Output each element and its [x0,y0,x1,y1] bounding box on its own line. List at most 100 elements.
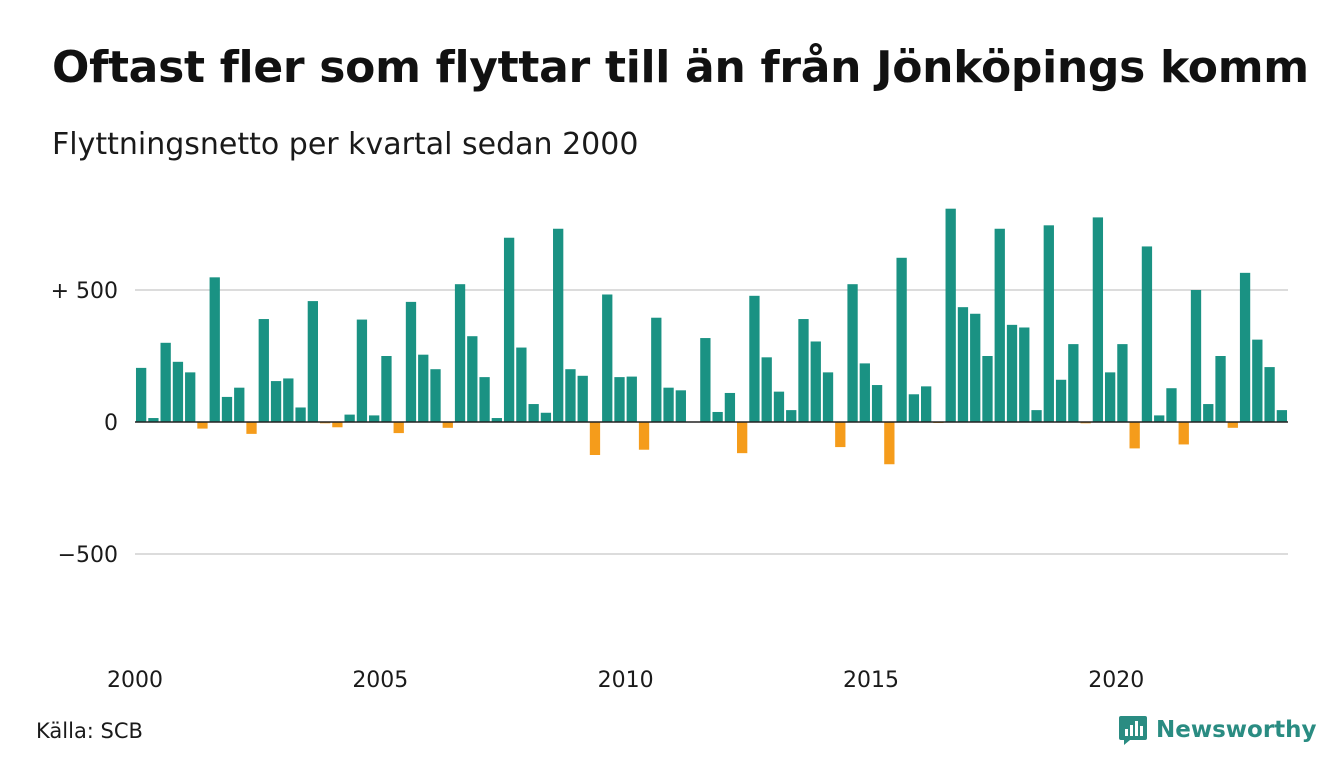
source-note: Källa: SCB [36,719,143,743]
bar [1264,367,1275,422]
bar [651,317,662,422]
bar [479,377,490,422]
bar [871,385,883,422]
bar [467,336,478,422]
bar [908,394,920,422]
bar [994,228,1005,422]
bar [663,387,674,422]
bar [442,422,453,428]
bar [626,376,637,422]
bar [135,367,147,422]
bar [283,378,294,422]
bar [761,357,772,422]
bar [737,422,748,454]
bar [835,422,846,448]
bar [491,418,502,422]
bar [1019,327,1030,422]
chart-title: Oftast fler som flyttar till än från Jön… [52,42,1308,93]
bar [847,284,858,422]
bar [1068,344,1079,422]
brand-logo: Newsworthy [1118,713,1317,747]
bar [1239,272,1251,422]
bar [859,363,870,422]
bar [773,391,785,422]
bar [749,295,760,422]
bar [1006,324,1018,422]
bar [945,208,956,422]
bar [675,390,686,422]
bar [148,418,159,422]
bar [369,415,380,422]
bar [172,361,184,422]
bar [1092,217,1104,422]
bar [798,319,809,422]
bar [430,369,441,422]
bar [724,392,736,422]
bar [565,369,576,422]
bar [712,411,723,422]
bar [957,307,969,422]
x-tick-label: 2005 [352,668,408,693]
bar [553,228,564,422]
bar [528,404,539,422]
bar [1055,379,1067,422]
brand-name: Newsworthy [1156,717,1317,743]
bar [638,422,650,450]
bar [1276,410,1288,422]
bar [307,301,318,422]
bar [1031,410,1042,422]
x-tick-label: 2020 [1088,668,1144,693]
bar [1227,422,1238,428]
bar [209,277,220,422]
bar [884,422,895,465]
x-tick-label: 2000 [107,668,163,693]
bar [810,341,821,422]
bar [577,375,588,422]
bar [822,372,834,422]
bar [1252,339,1263,422]
bar [540,412,552,422]
bar [381,356,392,422]
bar [270,381,282,422]
bar [1154,415,1165,422]
bar [970,313,981,422]
bar [246,422,257,434]
bar [921,386,932,422]
bar [405,301,417,422]
x-tick-label: 2010 [598,668,654,693]
bar [1203,404,1214,422]
bar [896,257,907,422]
y-tick-label: −500 [58,543,118,568]
bar [185,372,196,422]
bar [418,354,429,422]
bar [1129,422,1140,449]
bar [160,342,171,422]
bar [344,414,355,422]
bar [700,338,711,422]
bar [234,387,245,422]
y-tick-label: + 500 [51,279,118,304]
bar [393,422,404,434]
bar [332,422,343,428]
bar [602,294,613,422]
bar [982,356,993,422]
bar [589,422,601,455]
bar [356,319,368,422]
x-tick-label: 2015 [843,668,899,693]
bar [786,410,797,422]
chart-subtitle: Flyttningsnetto per kvartal sedan 2000 [52,127,639,162]
bar [1043,225,1054,422]
bar [1117,344,1128,422]
bar [1141,246,1153,422]
y-tick-label: 0 [104,411,118,436]
bar [258,319,269,422]
bar [197,422,208,429]
bar [221,396,233,422]
bar [503,237,515,422]
bar [1190,290,1202,422]
bar [516,347,527,422]
bar [454,284,466,422]
bar [1178,422,1189,445]
bar [1104,372,1116,422]
newsworthy-logo-icon [1119,716,1147,745]
